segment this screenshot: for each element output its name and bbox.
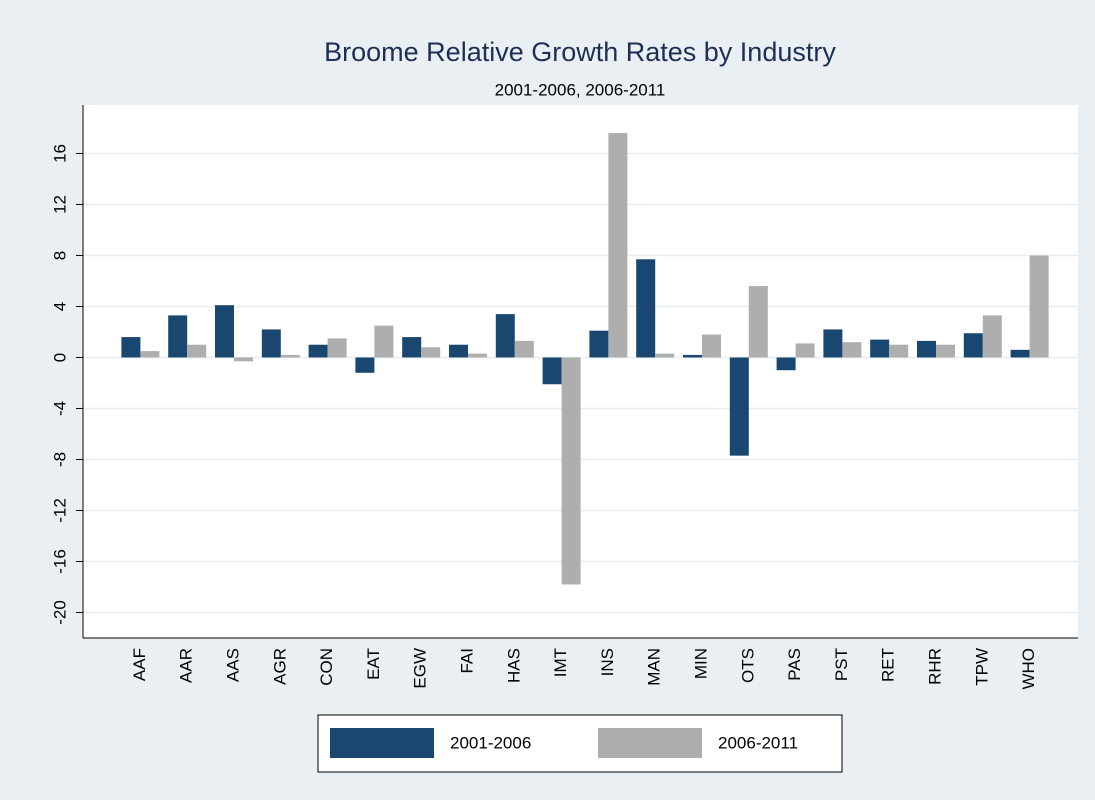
bar — [589, 330, 609, 358]
bar — [1029, 255, 1049, 358]
bar — [187, 344, 207, 358]
y-tick-label: 12 — [50, 195, 69, 214]
bar — [795, 343, 815, 358]
x-tick-label: IMT — [551, 648, 570, 677]
bar — [636, 259, 656, 358]
x-tick-label: FAI — [457, 648, 476, 674]
bar — [421, 347, 441, 358]
y-tick-label: 4 — [50, 302, 69, 311]
x-tick-label: AGR — [270, 648, 289, 685]
bar — [823, 329, 843, 358]
y-tick-label: -4 — [50, 401, 69, 416]
y-tick-label: -12 — [50, 498, 69, 523]
chart-subtitle: 2001-2006, 2006-2011 — [495, 80, 666, 99]
bar — [514, 340, 534, 358]
bar — [870, 339, 890, 358]
bar — [495, 314, 515, 358]
bar — [776, 357, 796, 371]
x-tick-label: MAN — [645, 648, 664, 686]
x-tick-label: TPW — [972, 648, 991, 686]
x-tick-label: AAR — [177, 648, 196, 683]
bar — [468, 353, 487, 358]
bar — [280, 354, 300, 358]
bar — [982, 315, 1002, 358]
x-tick-label: OTS — [738, 648, 757, 683]
x-tick-label: AAF — [130, 648, 149, 681]
bar — [308, 344, 328, 358]
x-tick-label: HAS — [504, 648, 523, 683]
chart-title: Broome Relative Growth Rates by Industry — [324, 37, 836, 67]
bar — [936, 344, 955, 358]
x-tick-label: PST — [832, 648, 851, 681]
y-tick-label: -20 — [50, 600, 69, 625]
legend-swatch — [330, 728, 434, 758]
x-tick-label: EAT — [364, 648, 383, 680]
bar — [963, 333, 983, 358]
x-tick-label: PAS — [785, 648, 804, 681]
bar — [748, 286, 768, 358]
legend-swatch — [598, 728, 702, 758]
bar — [1010, 349, 1030, 358]
y-tick-label: 8 — [50, 251, 69, 260]
bar — [683, 354, 702, 358]
bar — [355, 357, 375, 373]
bar — [542, 357, 562, 385]
x-tick-label: WHO — [1019, 648, 1038, 690]
bar — [402, 337, 422, 358]
y-tick-label: 16 — [50, 144, 69, 163]
bar — [608, 133, 628, 358]
bar — [327, 338, 347, 358]
bar — [168, 315, 188, 358]
bar — [729, 357, 749, 456]
bar — [234, 357, 253, 362]
bar — [215, 305, 234, 358]
x-tick-label: RHR — [925, 648, 944, 685]
x-tick-label: AAS — [223, 648, 242, 682]
y-tick-label: 0 — [50, 353, 69, 362]
bar — [374, 325, 394, 358]
legend-label: 2006-2011 — [718, 733, 798, 752]
bar — [261, 329, 281, 358]
bar — [889, 344, 909, 358]
bar — [561, 357, 581, 585]
x-tick-label: INS — [598, 648, 617, 676]
bar — [842, 342, 862, 358]
y-tick-label: -16 — [50, 549, 69, 574]
bar — [121, 337, 141, 358]
x-tick-label: MIN — [691, 648, 710, 679]
bar — [702, 334, 721, 358]
bar — [917, 340, 936, 358]
bar — [655, 353, 675, 358]
bar — [449, 344, 468, 358]
x-tick-label: RET — [879, 648, 898, 682]
legend-label: 2001-2006 — [450, 733, 531, 752]
x-tick-label: CON — [317, 648, 336, 686]
x-tick-label: EGW — [411, 648, 430, 689]
y-tick-label: -8 — [50, 452, 69, 467]
bar — [140, 351, 160, 358]
